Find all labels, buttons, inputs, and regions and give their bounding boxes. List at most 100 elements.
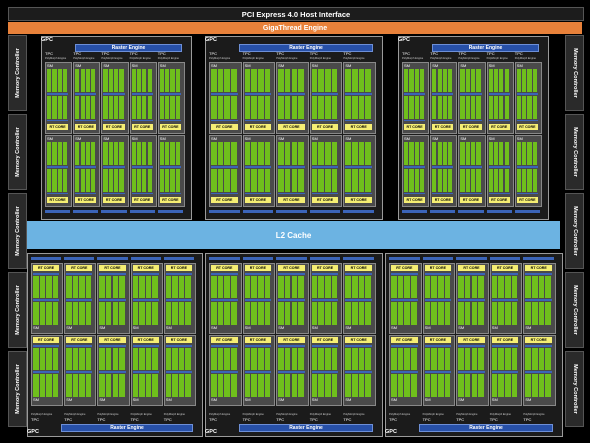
cuda-core-bank [217, 347, 224, 371]
texture-unit [424, 273, 452, 275]
cuda-core-bank [476, 168, 481, 192]
cuda-core-bank [230, 373, 237, 397]
texture-unit [244, 166, 272, 168]
sm-label: SM [47, 136, 53, 141]
cuda-core-bank [251, 373, 257, 397]
cuda-core-bank [46, 275, 52, 299]
cuda-core-bank [119, 69, 124, 93]
cuda-core-bank [165, 168, 170, 192]
cuda-core-bank [525, 301, 532, 325]
cuda-core-bank [257, 301, 264, 325]
texture-unit [345, 299, 372, 301]
cuda-core-bank [345, 168, 352, 192]
cuda-core-bank [311, 347, 318, 371]
cuda-core-bank [391, 275, 397, 299]
cuda-core-bank [52, 69, 57, 93]
tpc-label: TPC [276, 51, 285, 56]
texture-unit [460, 93, 482, 95]
tpc-label: TPC [209, 417, 217, 422]
cuda-core-bank [424, 373, 431, 397]
texture-unit [278, 192, 305, 195]
tpc-label: TPC [523, 417, 532, 422]
cuda-core-bank [352, 301, 358, 325]
cuda-core-bank [432, 168, 437, 192]
cuda-core-bank [284, 301, 291, 325]
cuda-core-bank [419, 168, 425, 192]
cuda-core-bank [257, 142, 264, 166]
cuda-core-bank [284, 347, 291, 371]
cuda-core-bank [504, 142, 509, 166]
cuda-core-bank [311, 69, 318, 93]
texture-unit [458, 299, 485, 301]
cuda-core-bank [33, 275, 39, 299]
texture-unit [391, 299, 418, 301]
texture-unit [66, 371, 93, 373]
rt-core: RT CORE [99, 265, 126, 271]
texture-unit [311, 345, 339, 347]
tpc-label: TPC [343, 51, 352, 56]
cuda-core-bank [79, 275, 85, 299]
texture-unit [244, 119, 272, 122]
rt-core: RT CORE [75, 197, 97, 203]
cuda-core-bank [112, 301, 119, 325]
sm-label: SM [460, 63, 467, 68]
cuda-core-bank [493, 95, 499, 119]
cuda-core-bank [178, 301, 185, 325]
l1-cache-strip [276, 210, 307, 213]
cuda-core-bank [251, 347, 257, 371]
cuda-core-bank [358, 95, 365, 119]
cuda-core-bank [278, 275, 284, 299]
sm-label: SM [424, 397, 431, 402]
sm-label: SM [525, 397, 532, 402]
cuda-core-bank [85, 347, 92, 371]
sm-label: SM [311, 325, 318, 330]
cuda-core-bank [532, 95, 537, 119]
cuda-core-bank [80, 69, 85, 93]
cuda-core-bank [318, 275, 325, 299]
cuda-core-bank [409, 95, 414, 119]
cuda-core-bank [52, 275, 59, 299]
cuda-core-bank [62, 168, 68, 192]
cuda-core-bank [131, 95, 136, 119]
gpc-label: GPC [398, 37, 410, 43]
cuda-core-bank [251, 69, 257, 93]
sm-label: SM [391, 325, 397, 330]
sm-label: SM [491, 325, 498, 330]
cuda-core-bank [471, 347, 478, 371]
cuda-core-bank [230, 69, 237, 93]
texture-unit [33, 345, 60, 347]
cuda-core-bank [538, 275, 545, 299]
sm-label: SM [132, 397, 139, 402]
cuda-core-bank [493, 142, 499, 166]
rt-core: RT CORE [244, 124, 272, 130]
cuda-core-bank [145, 275, 152, 299]
texture-unit [99, 273, 126, 275]
gpc-label: GPC [205, 429, 217, 435]
tpc-label: TPC [73, 51, 82, 56]
cuda-core-bank [442, 142, 448, 166]
cuda-core-bank [365, 69, 371, 93]
cuda-core-bank [365, 301, 371, 325]
texture-unit [345, 273, 372, 275]
cuda-core-bank [419, 69, 425, 93]
cuda-core-bank [318, 168, 325, 192]
cuda-core-bank [365, 95, 371, 119]
cuda-core-bank [85, 168, 91, 192]
rt-core: RT CORE [488, 124, 510, 130]
cuda-core-bank [532, 168, 537, 192]
texture-unit [244, 93, 272, 95]
cuda-core-bank [178, 275, 185, 299]
rt-core: RT CORE [211, 124, 238, 130]
rt-core: RT CORE [103, 197, 125, 203]
cuda-core-bank [493, 69, 499, 93]
cuda-core-bank [505, 301, 511, 325]
texture-unit [491, 371, 519, 373]
cuda-core-bank [298, 142, 304, 166]
cuda-core-bank [251, 95, 257, 119]
cuda-core-bank [444, 301, 451, 325]
cuda-core-bank [91, 95, 96, 119]
texture-unit [278, 345, 305, 347]
cuda-core-bank [527, 168, 532, 192]
memory-controller-label: Memory Controller [571, 127, 578, 177]
sm-label: SM [33, 397, 39, 402]
